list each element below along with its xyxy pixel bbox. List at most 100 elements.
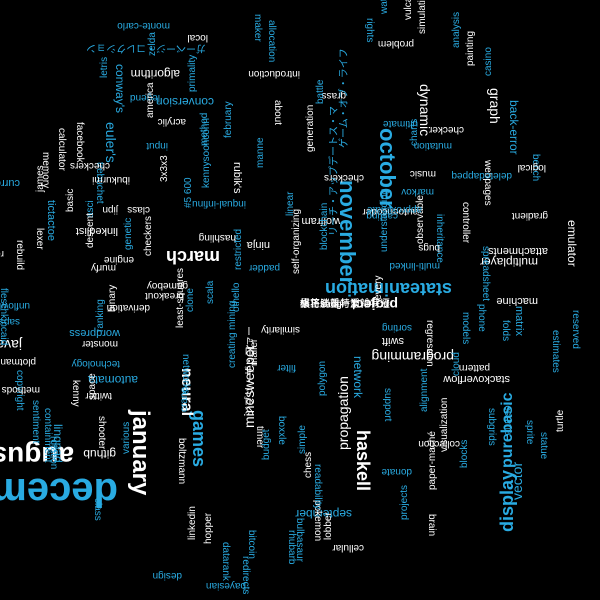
cloud-word: rebuild (14, 240, 25, 271)
cloud-word: pattern (458, 362, 490, 373)
cloud-word: markov (401, 186, 434, 197)
cloud-word: conway's (113, 64, 127, 113)
cloud-word: matrix (513, 306, 525, 336)
cloud-word: deletedappeq (451, 170, 512, 181)
cloud-word: local (187, 32, 208, 43)
cloud-word: monte-carlo (117, 20, 170, 31)
cloud-word: donate (381, 466, 412, 477)
cloud-word: conversion (155, 95, 214, 109)
cloud-word: algorithm (130, 67, 180, 81)
cloud-word: ジブリ・ザ・ファー (245, 326, 256, 416)
cloud-word: acrylic (157, 116, 186, 127)
cloud-word: webpages (482, 160, 493, 206)
cloud-word: rubik's (231, 162, 243, 194)
cloud-word: plotman (0, 356, 36, 367)
cloud-word: input (146, 140, 168, 151)
cloud-word: estimates (550, 330, 561, 373)
cloud-word: padder (248, 262, 280, 273)
cloud-word: sorting (381, 322, 412, 333)
cloud-word: gradient (511, 210, 548, 221)
cloud-word: subgrids (486, 408, 497, 446)
cloud-word: emulator (565, 220, 579, 267)
cloud-word: about (272, 100, 283, 126)
cloud-word: attachments (488, 245, 548, 257)
cloud-word: mining (227, 300, 238, 330)
cloud-word: binary (107, 284, 118, 312)
cloud-word: turtle (555, 409, 566, 432)
cloud-word: crane (179, 386, 190, 412)
cloud-word: lexer (34, 228, 45, 250)
cloud-word: propagation (335, 376, 351, 450)
cloud-word: controller (460, 202, 471, 244)
cloud-word: ゲーム・オブ・ライフ (339, 48, 350, 148)
cloud-word: multi-linked (389, 260, 440, 271)
cloud-word: リーチ・アップデートス・マ (329, 106, 340, 236)
cloud-word: statue (538, 432, 549, 460)
cloud-word: various (121, 421, 132, 454)
cloud-word: 修正勝重与淡雑特遷 (300, 299, 390, 310)
cloud-word: painting (465, 30, 476, 66)
cloud-word: basic (65, 188, 76, 212)
cloud-word: models (460, 312, 471, 345)
cloud-word: games (189, 410, 209, 468)
cloud-word: filter (277, 362, 296, 373)
cloud-word: 最与淡雑特重 (300, 299, 360, 310)
cloud-word: phone (476, 304, 487, 332)
cloud-word: inheritance (434, 214, 445, 263)
cloud-word: rights (364, 18, 375, 43)
cloud-word: regression (424, 320, 435, 367)
cloud-word: hopper (203, 512, 214, 544)
cloud-word: vector (509, 461, 525, 500)
cloud-word: genetic (123, 217, 134, 250)
cloud-word: euler's (103, 122, 119, 163)
cloud-word: retro (0, 248, 4, 259)
cloud-word: currency (0, 177, 20, 189)
cloud-word: technology (71, 358, 120, 369)
cloud-word: simulation (417, 0, 428, 34)
cloud-word: swift (382, 335, 404, 347)
cloud-word: logical (517, 162, 546, 173)
cloud-word: network (351, 356, 365, 399)
cloud-word: stateanimation (324, 279, 452, 299)
cloud-word: ninja (246, 239, 270, 251)
cloud-word: february (223, 101, 234, 138)
cloud-word: reserved (570, 310, 581, 349)
cloud-word: resume (502, 402, 513, 436)
cloud-word: alignment (419, 368, 430, 412)
cloud-word: engine (103, 254, 134, 265)
cloud-word: folds (500, 320, 511, 342)
cloud-word: bitcoin (246, 530, 257, 559)
cloud-word: hashling (198, 232, 236, 243)
cloud-word: checkers (143, 215, 154, 256)
cloud-word: battle (315, 79, 326, 104)
cloud-word: inqual-infinu (192, 198, 246, 209)
cloud-word: class (92, 498, 103, 521)
cloud-word: clone (185, 288, 196, 312)
cloud-word: facebook (74, 122, 85, 163)
cloud-word: sapsam (0, 316, 20, 327)
cloud-word: james (35, 165, 46, 192)
cloud-word: restricted (233, 228, 244, 270)
cloud-word: water (379, 0, 390, 14)
cloud-word: boltzmann (176, 438, 187, 485)
cloud-word: every (373, 275, 384, 300)
cloud-word: 棋将shogi (300, 299, 344, 310)
cloud-word: ranking (95, 299, 106, 332)
cloud-word: lobber (323, 512, 334, 540)
cloud-word: graph (487, 88, 503, 124)
cloud-word: class (127, 204, 150, 215)
cloud-word: letris (99, 56, 110, 78)
cloud-word: america (145, 82, 156, 118)
cloud-word: budget (261, 429, 272, 460)
cloud-word: creating (227, 332, 238, 368)
cloud-word: scala (205, 280, 216, 304)
cloud-word: #5 600 (183, 177, 194, 208)
cloud-word: support (382, 388, 393, 422)
cloud-word: polygon (317, 360, 328, 396)
cloud-word: bugs (418, 242, 440, 253)
cloud-word: back-error (507, 100, 521, 155)
cloud-word: space (87, 373, 98, 400)
cloud-word: methods (1, 384, 40, 395)
cloud-word: kennysoonconn (201, 117, 212, 188)
cloud-word: design (152, 570, 182, 581)
